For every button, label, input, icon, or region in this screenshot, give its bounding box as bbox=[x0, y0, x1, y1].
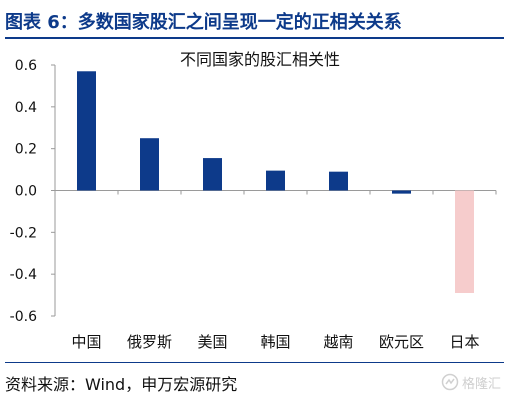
y-tick-label: 0.4 bbox=[15, 100, 37, 116]
bar-2 bbox=[203, 158, 222, 191]
bar-4 bbox=[329, 171, 348, 191]
y-tick-label: -0.4 bbox=[10, 267, 37, 283]
bar-6 bbox=[455, 190, 474, 293]
y-tick-labels: 0.6 0.4 0.2 0.0 -0.2 -0.4 -0.6 bbox=[10, 58, 37, 325]
y-tick-label: -0.2 bbox=[10, 225, 37, 241]
watermark: 格隆汇 bbox=[441, 371, 501, 393]
footer-divider bbox=[5, 362, 504, 363]
x-category-label: 俄罗斯 bbox=[127, 333, 172, 351]
y-tick-label: 0.0 bbox=[15, 184, 37, 200]
chart-title: 不同国家的股汇相关性 bbox=[180, 50, 340, 69]
bar-3 bbox=[266, 170, 285, 191]
bar-0 bbox=[77, 71, 96, 191]
y-tick-label: 0.6 bbox=[15, 58, 37, 74]
source-note: 资料来源：Wind，申万宏源研究 bbox=[5, 375, 238, 394]
x-tick-labels: 中国 俄罗斯 美国 韩国 越南 欧元区 日本 bbox=[71, 333, 479, 351]
watermark-text: 格隆汇 bbox=[461, 376, 501, 392]
figure-header: 图表 6：多数国家股汇之间呈现一定的正相关关系 bbox=[0, 0, 509, 40]
watermark-logo-icon bbox=[441, 373, 459, 391]
y-tick-label: 0.2 bbox=[15, 142, 37, 158]
bar-5 bbox=[392, 190, 411, 194]
figure-title: 图表 6：多数国家股汇之间呈现一定的正相关关系 bbox=[5, 12, 402, 33]
x-category-label: 欧元区 bbox=[379, 333, 424, 351]
x-category-label: 美国 bbox=[197, 333, 227, 351]
x-category-label: 日本 bbox=[449, 333, 479, 351]
y-tick-label: -0.6 bbox=[10, 309, 37, 325]
bar-1 bbox=[140, 138, 159, 191]
x-category-label: 韩国 bbox=[260, 333, 290, 351]
chart-axes bbox=[51, 64, 497, 317]
bar-chart: 0.6 0.4 0.2 0.0 -0.2 -0.4 -0.6 中国 俄罗斯 美国 韩国 越南 欧元区 日… bbox=[10, 50, 497, 351]
chart-bars bbox=[77, 71, 474, 293]
x-category-label: 中国 bbox=[71, 333, 101, 351]
x-category-label: 越南 bbox=[323, 333, 353, 351]
header-divider bbox=[5, 37, 504, 39]
